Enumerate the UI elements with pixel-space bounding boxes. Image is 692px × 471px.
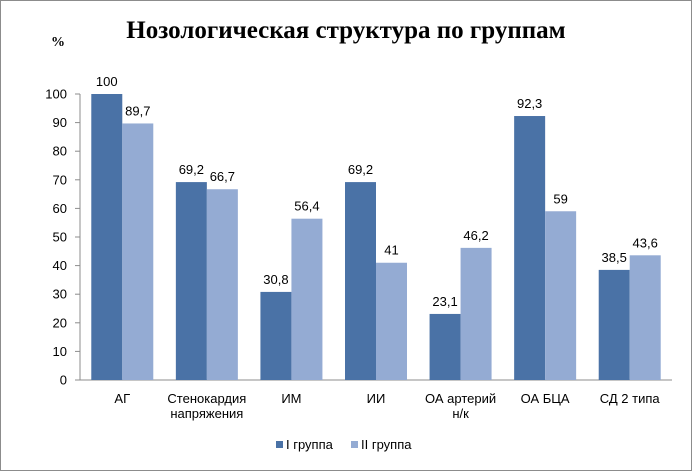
data-label: 69,2 xyxy=(348,162,373,177)
y-axis-ticks: 0 10 20 30 40 50 60 70 80 90 100 xyxy=(45,87,80,388)
bar-series-1 xyxy=(91,94,123,380)
bar-series-2 xyxy=(122,123,154,380)
data-label: 100 xyxy=(96,74,118,89)
bar-series-2 xyxy=(460,247,492,380)
bar-series-1 xyxy=(514,116,546,380)
y-tick-label: 0 xyxy=(60,373,67,388)
category-label: ОА БЦА xyxy=(521,391,570,406)
bar-series-2 xyxy=(291,218,323,380)
y-tick-label: 100 xyxy=(45,87,67,102)
bar-series-2 xyxy=(376,262,407,380)
bar-series-1 xyxy=(175,182,207,380)
y-tick-label: 70 xyxy=(53,172,67,187)
category-label: СД 2 типа xyxy=(600,391,661,406)
category-label: ИМ xyxy=(281,391,301,406)
legend-label: I группа xyxy=(286,437,334,452)
y-tick-label: 60 xyxy=(53,201,67,216)
bar-series-1 xyxy=(260,291,292,380)
category-label: Стенокардия xyxy=(167,391,246,406)
data-label: 41 xyxy=(384,243,398,258)
data-label: 46,2 xyxy=(463,228,488,243)
chart-title: Нозологическая структура по группам xyxy=(126,17,565,44)
data-label: 89,7 xyxy=(125,103,150,118)
y-tick-label: 80 xyxy=(53,144,67,159)
y-tick-label: 20 xyxy=(53,315,67,330)
data-labels-group: 100 89,7 69,2 66,7 30,8 56,4 69,2 41 23,1 46,2 92,… xyxy=(96,74,658,309)
y-tick-label: 10 xyxy=(53,344,67,359)
category-label: напряжения xyxy=(170,406,243,421)
bar-series-2 xyxy=(545,211,577,380)
legend: I группа II группа xyxy=(276,437,412,452)
y-tick-label: 90 xyxy=(53,115,67,130)
bar-series-1 xyxy=(429,313,461,380)
bars-group xyxy=(91,94,661,380)
data-label: 30,8 xyxy=(263,272,288,287)
bar-series-2 xyxy=(206,189,238,380)
y-tick-label: 50 xyxy=(53,230,67,245)
bar-series-1 xyxy=(345,182,376,380)
category-label: н/к xyxy=(452,406,469,421)
bar-series-2 xyxy=(629,255,661,380)
data-label: 43,6 xyxy=(633,235,658,250)
y-tick-label: 30 xyxy=(53,287,67,302)
y-tick-label: 40 xyxy=(53,258,67,273)
category-label: ИИ xyxy=(367,391,386,406)
data-label: 38,5 xyxy=(602,250,627,265)
category-label: ОА артерий xyxy=(425,391,496,406)
data-label: 56,4 xyxy=(294,199,319,214)
legend-swatch xyxy=(351,441,358,448)
legend-label: II группа xyxy=(361,437,412,452)
y-axis-unit-label: % xyxy=(51,35,65,50)
data-label: 69,2 xyxy=(179,162,204,177)
category-label: АГ xyxy=(114,391,130,406)
bar-series-1 xyxy=(598,269,630,380)
data-label: 23,1 xyxy=(432,294,457,309)
legend-swatch xyxy=(276,441,283,448)
data-label: 92,3 xyxy=(517,96,542,111)
data-label: 66,7 xyxy=(210,169,235,184)
data-label: 59 xyxy=(553,191,567,206)
